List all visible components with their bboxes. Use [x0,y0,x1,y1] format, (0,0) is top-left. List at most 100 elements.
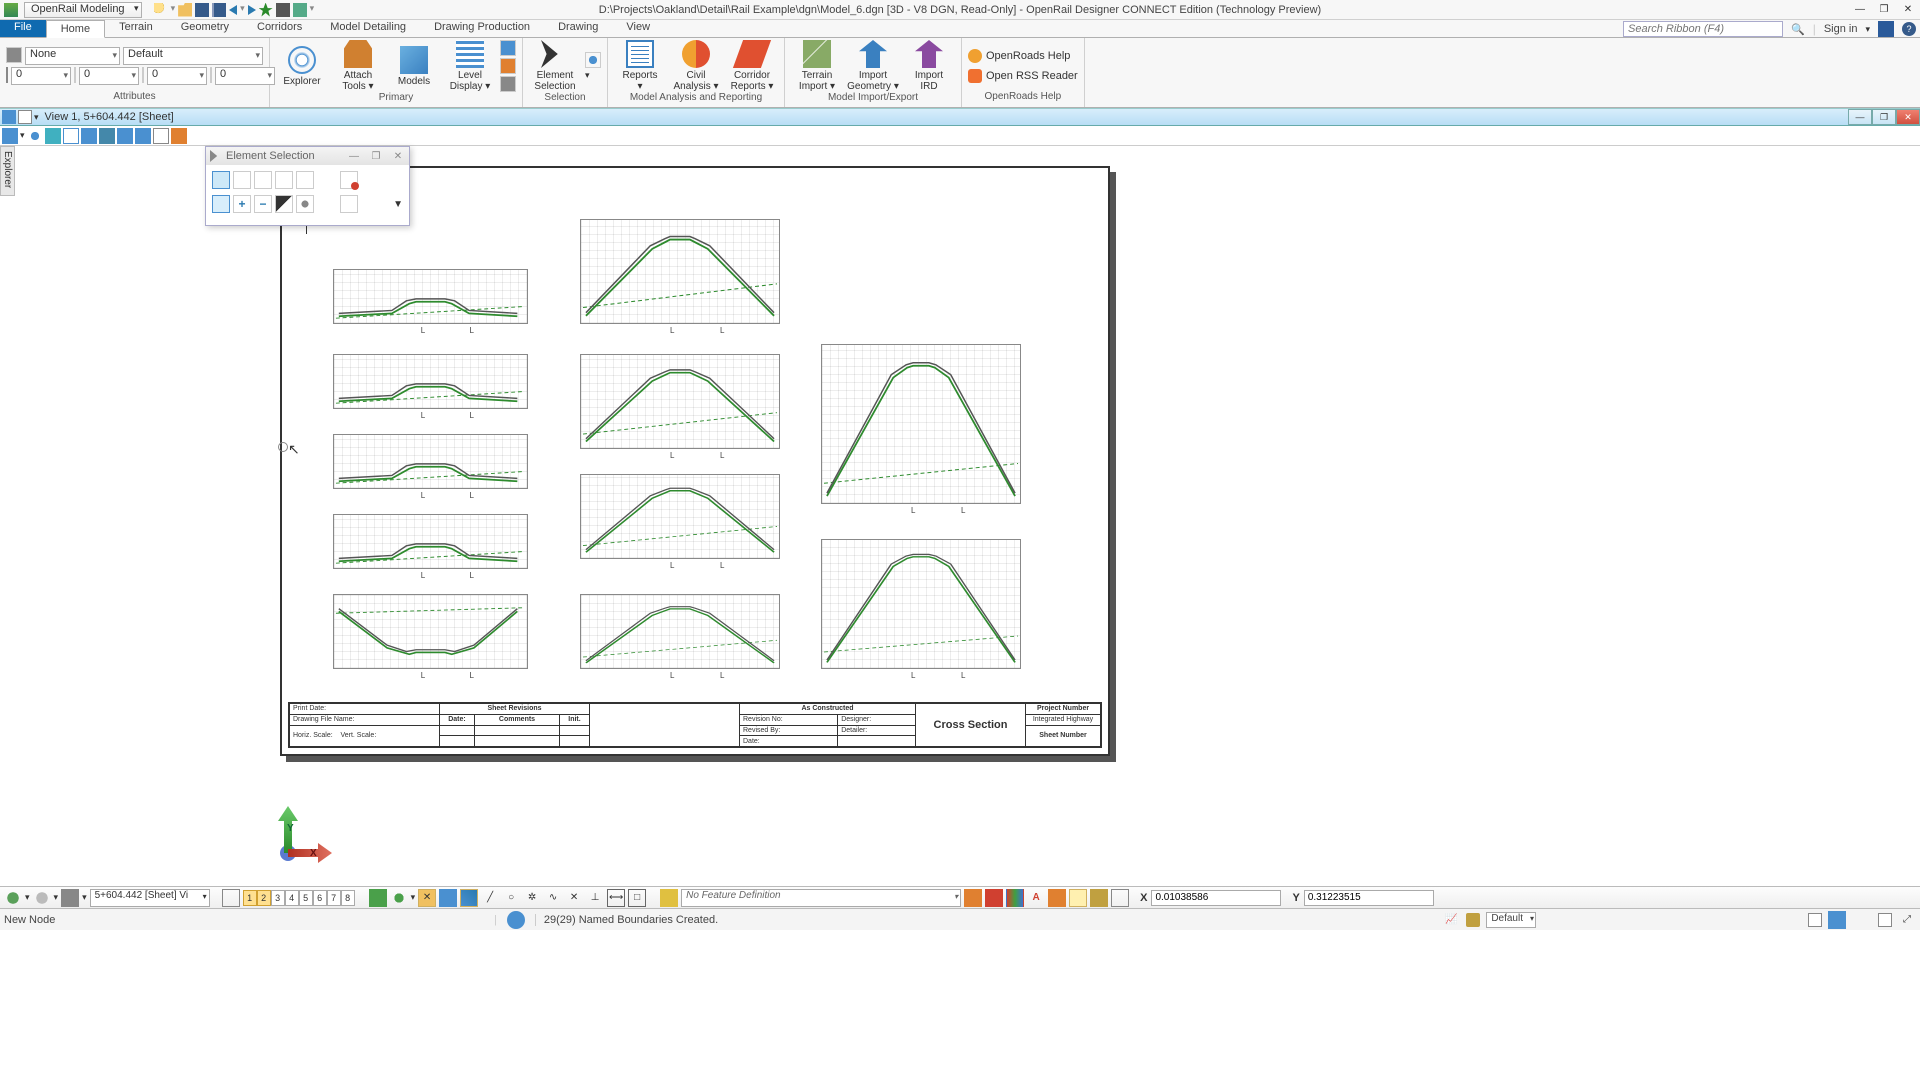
print-icon[interactable] [61,889,79,907]
reports-button[interactable]: Reports ▾ [614,40,666,92]
vt-rotate-icon[interactable] [81,128,97,144]
corridor-reports-button[interactable]: Corridor Reports ▾ [726,40,778,92]
level-display-button[interactable]: Level Display ▾ [444,40,496,92]
lock-icon[interactable] [1466,913,1480,927]
vt-clip-icon[interactable] [171,128,187,144]
sel-shape-icon[interactable] [254,171,272,189]
x-coord-input[interactable] [1151,890,1281,906]
view-icon[interactable] [2,110,16,124]
ft-2-icon[interactable] [985,889,1003,907]
circle-tool-icon[interactable]: ○ [502,889,520,907]
feature-definition-dropdown[interactable]: No Feature Definition [681,889,961,907]
view-tab-6[interactable]: 6 [313,890,327,906]
qat-export-icon[interactable] [293,3,307,17]
fence-icon[interactable] [585,52,601,68]
ribbon-tab-view[interactable]: View [612,19,664,37]
toggle-3[interactable] [460,889,478,907]
ft-6-icon[interactable] [1111,889,1129,907]
view-tab-7[interactable]: 7 [327,890,341,906]
qat-save-icon[interactable] [195,3,209,17]
view-tab-1[interactable]: 1 [243,890,257,906]
view-tab-3[interactable]: 3 [271,890,285,906]
view-tab-4[interactable]: 4 [285,890,299,906]
help-icon[interactable]: ? [1902,22,1916,36]
nav-back-icon[interactable] [4,889,22,907]
layer-icon[interactable] [6,47,22,63]
gear-icon[interactable]: ✲ [523,889,541,907]
vt-zoom-icon[interactable] [27,128,43,144]
view-close[interactable]: ✕ [1896,109,1920,125]
rss-reader-link[interactable]: Open RSS Reader [968,68,1078,84]
ribbon-search[interactable] [1623,21,1783,37]
ft-4-icon[interactable] [1048,889,1066,907]
search-icon[interactable]: 🔍 [1791,23,1805,36]
sel-disable-icon[interactable] [340,171,358,189]
qat-redo-icon[interactable] [248,5,256,15]
view-minimize[interactable]: — [1848,109,1872,125]
y-coord-input[interactable] [1304,890,1434,906]
models-button[interactable]: Models [388,46,440,87]
explorer-docked-tab[interactable]: Explorer [0,146,15,196]
file-tab[interactable]: File [0,19,46,37]
feature-icon[interactable] [660,889,678,907]
import-geometry-button[interactable]: Import Geometry ▾ [847,40,899,92]
vt-pan-icon[interactable] [99,128,115,144]
toggle-1[interactable]: ✕ [418,889,436,907]
snap-icon-2[interactable] [390,889,408,907]
status-msg-icon[interactable] [507,911,525,929]
ft-text-icon[interactable]: A [1027,889,1045,907]
qat-undo-icon[interactable] [229,5,237,15]
window-maximize[interactable]: ❐ [1872,1,1896,19]
status-graph-icon[interactable]: 📈 [1442,911,1460,929]
line-tool-icon[interactable]: ╱ [481,889,499,907]
view-maximize[interactable]: ❐ [1872,109,1896,125]
ft-3-icon[interactable] [1006,889,1024,907]
qat-pin-icon[interactable] [259,3,273,17]
ribbon-tab-drawing-production[interactable]: Drawing Production [420,19,544,37]
palette-maximize[interactable]: ❐ [365,151,387,162]
qat-print-icon[interactable] [276,3,290,17]
transparency-dd[interactable]: 0 [215,67,275,85]
view-settings-icon[interactable] [18,110,32,124]
status-sq-1[interactable] [1808,913,1822,927]
attach-tools-button[interactable]: Attach Tools ▾ [332,40,384,92]
ribbon-tab-model-detailing[interactable]: Model Detailing [316,19,420,37]
layer-dropdown[interactable]: None [25,47,120,65]
sel-individual-icon[interactable] [212,171,230,189]
canvas[interactable]: Element Selection — ❐ ✕ [20,146,1920,886]
sel-subtract-icon[interactable]: − [254,195,272,213]
perp-tool-icon[interactable]: ⊥ [586,889,604,907]
terrain-import-button[interactable]: Terrain Import ▾ [791,40,843,92]
window-minimize[interactable]: — [1848,1,1872,19]
vt-next-icon[interactable] [135,128,151,144]
sel-add-icon[interactable]: + [233,195,251,213]
ft-lock-icon[interactable] [1090,889,1108,907]
user-icon[interactable] [1878,21,1894,37]
trim-tool-icon[interactable]: ✕ [565,889,583,907]
sel-clear-icon[interactable] [296,195,314,213]
primary-extra-2-icon[interactable] [500,58,516,74]
qat-saveas-icon[interactable] [212,3,226,17]
sel-invert-icon[interactable] [275,195,293,213]
view-tab-5[interactable]: 5 [299,890,313,906]
ft-1-icon[interactable] [964,889,982,907]
design-area[interactable]: Explorer Element Selection — ❐ ✕ [0,146,1920,886]
ribbon-tab-terrain[interactable]: Terrain [105,19,167,37]
status-grid-icon[interactable] [1828,911,1846,929]
ribbon-tab-drawing[interactable]: Drawing [544,19,612,37]
explorer-button[interactable]: Explorer [276,46,328,87]
views-toggle-icon[interactable] [222,889,240,907]
vt-prev-icon[interactable] [117,128,133,144]
toggle-2[interactable] [439,889,457,907]
element-selection-palette[interactable]: Element Selection — ❐ ✕ [205,146,410,226]
vt-display-icon[interactable] [2,128,18,144]
primary-extra-1-icon[interactable] [500,40,516,56]
nav-fwd-icon[interactable] [33,889,51,907]
model-history-dropdown[interactable]: 5+604.442 [Sheet] Vi [90,889,210,907]
palette-minimize[interactable]: — [343,151,365,162]
level-dropdown[interactable]: Default [123,47,263,65]
window-close[interactable]: ✕ [1896,1,1920,19]
palette-close[interactable]: ✕ [387,151,409,162]
view-tab-8[interactable]: 8 [341,890,355,906]
sel-circle-icon[interactable] [275,171,293,189]
